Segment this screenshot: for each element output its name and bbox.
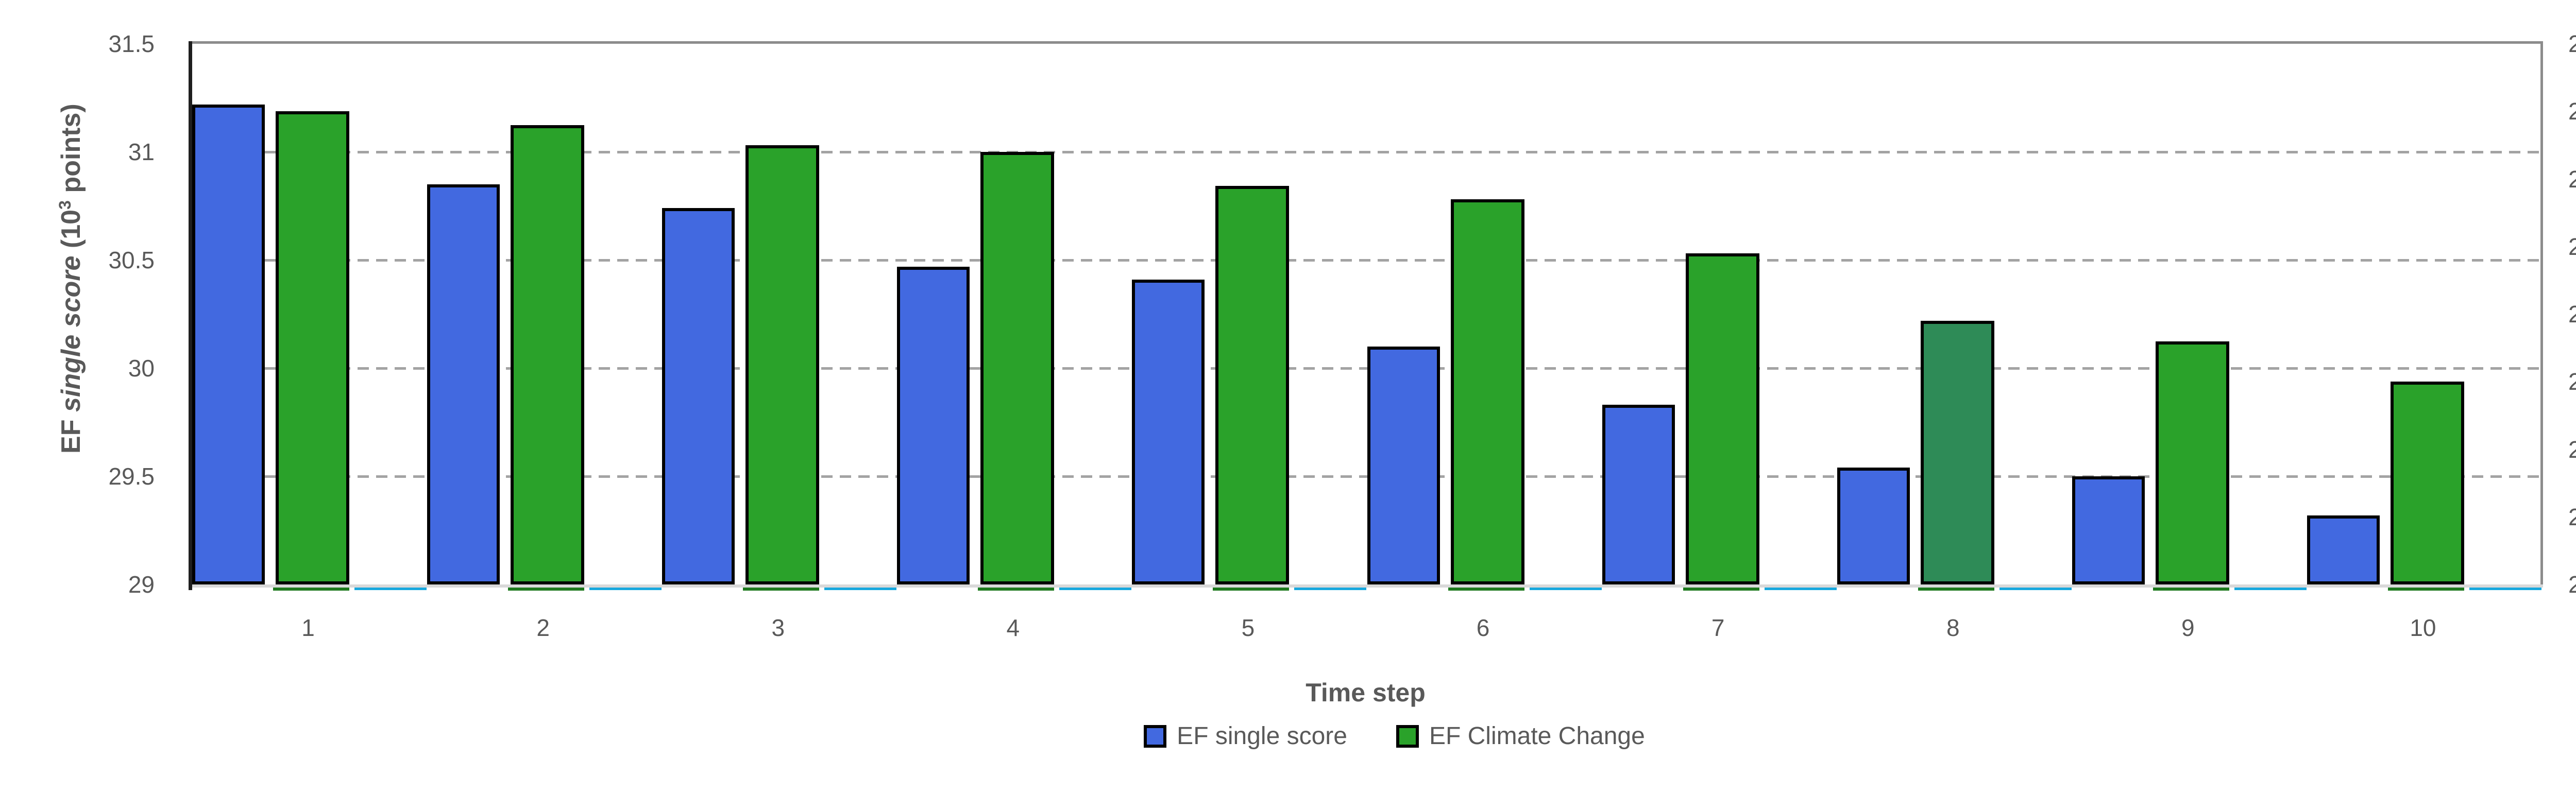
cyan-baseline-strip bbox=[354, 587, 427, 590]
legend-label-ef-single-score: EF single score bbox=[1177, 722, 1347, 750]
right-axis-tick-label: 25.67 bbox=[2568, 368, 2576, 395]
cyan-baseline-strip bbox=[589, 587, 662, 590]
bar-ef-single-score-4 bbox=[897, 266, 970, 584]
legend-label-ef-climate-change: EF Climate Change bbox=[1429, 722, 1645, 750]
x-axis-title: Time step bbox=[1306, 678, 1426, 707]
h-gridline bbox=[191, 151, 2540, 153]
dark-green-baseline-strip bbox=[2387, 588, 2464, 591]
dark-green-baseline-strip bbox=[273, 588, 349, 591]
bar-ef-single-score-7 bbox=[1602, 405, 1675, 584]
legend-item-ef-climate-change: EF Climate Change bbox=[1396, 722, 1645, 750]
x-axis-tick-label: 2 bbox=[536, 614, 550, 641]
plot-border-right bbox=[2540, 41, 2543, 587]
right-axis-tick-label: 25.68 bbox=[2568, 301, 2576, 327]
left-axis-line bbox=[189, 41, 192, 590]
dark-green-baseline-strip bbox=[1683, 588, 1759, 591]
x-axis-tick-label: 4 bbox=[1006, 614, 1020, 641]
right-axis-tick-label: 25.71 bbox=[2568, 98, 2576, 125]
dark-green-baseline-strip bbox=[978, 588, 1055, 591]
x-axis-tick-label: 5 bbox=[1241, 614, 1255, 641]
left-axis-tick-label: 29 bbox=[128, 571, 155, 598]
h-gridline bbox=[191, 367, 2540, 370]
left-axis-tick-label: 31 bbox=[128, 139, 155, 165]
cyan-baseline-strip bbox=[2469, 587, 2541, 590]
dark-green-baseline-strip bbox=[1213, 588, 1290, 591]
cyan-baseline-strip bbox=[1294, 587, 1367, 590]
x-axis-line bbox=[191, 584, 2543, 588]
x-axis-tick-label: 7 bbox=[1711, 614, 1725, 641]
bar-ef-climate-change-3 bbox=[745, 145, 820, 584]
x-axis-tick-label: 3 bbox=[771, 614, 785, 641]
x-axis-tick-label: 6 bbox=[1476, 614, 1490, 641]
right-axis-tick-label: 25.66 bbox=[2568, 436, 2576, 463]
left-axis-tick-label: 30.5 bbox=[108, 247, 155, 273]
left-axis-tick-label: 29.5 bbox=[108, 463, 155, 490]
bar-ef-single-score-1 bbox=[192, 104, 265, 584]
dark-green-baseline-strip bbox=[508, 588, 585, 591]
bar-ef-single-score-8 bbox=[1837, 468, 1910, 584]
dark-green-baseline-strip bbox=[2153, 588, 2229, 591]
legend-item-ef-single-score: EF single score bbox=[1144, 722, 1347, 750]
h-gridline bbox=[191, 475, 2540, 478]
bar-ef-climate-change-1 bbox=[276, 111, 349, 584]
bar-ef-climate-change-5 bbox=[1215, 185, 1290, 584]
dark-green-baseline-strip bbox=[1448, 588, 1524, 591]
bar-ef-single-score-5 bbox=[1132, 279, 1205, 584]
plot-border-top bbox=[191, 41, 2543, 44]
bar-ef-single-score-9 bbox=[2072, 476, 2145, 584]
cyan-baseline-strip bbox=[1059, 587, 1132, 590]
bar-ef-climate-change-8 bbox=[1920, 321, 1994, 584]
x-axis-tick-label: 9 bbox=[2181, 614, 2195, 641]
bar-ef-climate-change-6 bbox=[1450, 199, 1524, 584]
right-axis-tick-label: 25.70 bbox=[2568, 165, 2576, 193]
cyan-baseline-strip bbox=[824, 587, 897, 590]
right-axis-tick-label: 25.69 bbox=[2568, 233, 2576, 260]
x-axis-tick-label: 1 bbox=[301, 614, 315, 641]
legend-swatch-ef-single-score bbox=[1144, 725, 1167, 748]
bar-ef-climate-change-2 bbox=[511, 125, 585, 584]
dark-green-baseline-strip bbox=[743, 588, 820, 591]
right-axis-tick-label: 25.65 bbox=[2568, 503, 2576, 530]
bar-ef-climate-change-7 bbox=[1685, 253, 1759, 584]
right-axis-tick-label: 25.72 bbox=[2568, 30, 2576, 57]
bar-ef-climate-change-9 bbox=[2155, 341, 2229, 584]
bar-ef-climate-change-10 bbox=[2390, 382, 2464, 584]
bar-ef-single-score-6 bbox=[1367, 347, 1440, 584]
x-axis-tick-label: 10 bbox=[2410, 614, 2436, 641]
bar-ef-single-score-10 bbox=[2307, 515, 2380, 584]
legend: EF single score EF Climate Change bbox=[0, 722, 2576, 750]
legend-swatch-ef-climate-change bbox=[1396, 725, 1419, 748]
cyan-baseline-strip bbox=[1529, 587, 1602, 590]
bar-ef-single-score-3 bbox=[662, 208, 735, 584]
cyan-baseline-strip bbox=[1764, 587, 1837, 590]
dark-green-baseline-strip bbox=[1918, 588, 1994, 591]
h-gridline bbox=[191, 259, 2540, 262]
x-axis-tick-label: 8 bbox=[1946, 614, 1960, 641]
cyan-baseline-strip bbox=[1999, 587, 2072, 590]
left-axis-tick-label: 30 bbox=[128, 355, 155, 382]
bar-ef-climate-change-4 bbox=[980, 152, 1055, 584]
bar-ef-single-score-2 bbox=[427, 184, 500, 584]
left-axis-tick-label: 31.5 bbox=[108, 30, 155, 57]
cyan-baseline-strip bbox=[2234, 587, 2307, 590]
right-axis-tick-label: 25.64 bbox=[2568, 571, 2576, 598]
